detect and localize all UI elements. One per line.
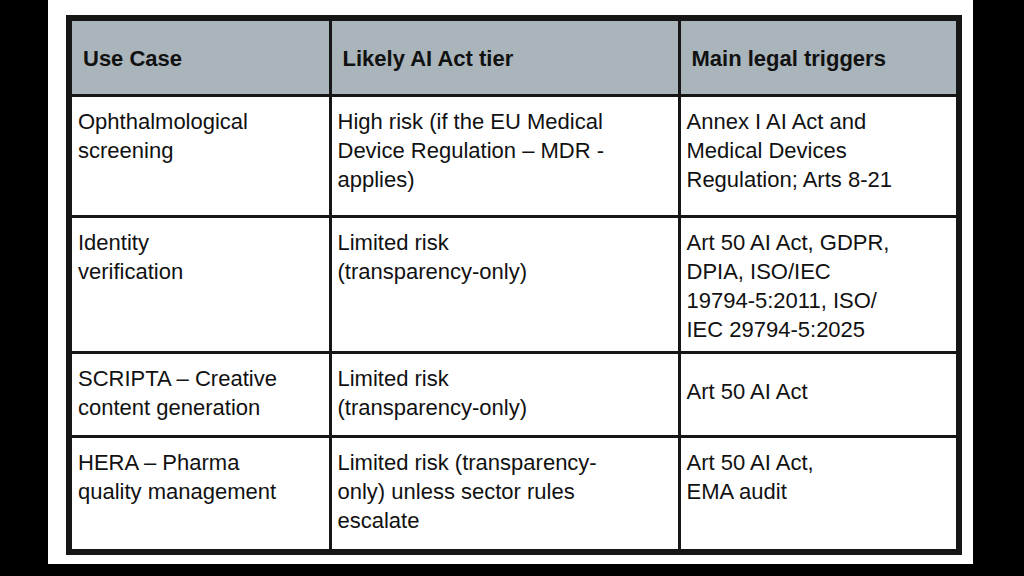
document-canvas: Use Case Likely AI Act tier Main legal t… xyxy=(48,0,973,564)
letterbox-stage: Use Case Likely AI Act tier Main legal t… xyxy=(0,0,1024,576)
cell-legal-triggers: Art 50 AI Act, GDPR, DPIA, ISO/IEC 19794… xyxy=(679,216,959,352)
cell-risk-tier: Limited risk (transparency- only) unless… xyxy=(330,436,679,552)
table-row-ophthalmological: Ophthalmological screening High risk (if… xyxy=(69,95,959,216)
cell-risk-tier: Limited risk (transparency-only) xyxy=(330,216,679,352)
cell-risk-tier: Limited risk (transparency-only) xyxy=(330,352,679,436)
table-row-hera: HERA – Pharma quality management Limited… xyxy=(69,436,959,552)
cell-use-case: Ophthalmological screening xyxy=(69,95,330,216)
cell-risk-tier: High risk (if the EU Medical Device Regu… xyxy=(330,95,679,216)
table-header-row: Use Case Likely AI Act tier Main legal t… xyxy=(69,18,959,95)
cell-use-case: HERA – Pharma quality management xyxy=(69,436,330,552)
cell-legal-triggers: Annex I AI Act and Medical Devices Regul… xyxy=(679,95,959,216)
cell-legal-triggers: Art 50 AI Act xyxy=(679,352,959,436)
cell-use-case: Identity verification xyxy=(69,216,330,352)
cell-legal-triggers: Art 50 AI Act, EMA audit xyxy=(679,436,959,552)
ai-act-risk-table: Use Case Likely AI Act tier Main legal t… xyxy=(66,15,962,555)
table-row-identity-verification: Identity verification Limited risk (tran… xyxy=(69,216,959,352)
column-header-ai-act-tier: Likely AI Act tier xyxy=(330,18,679,95)
cell-use-case: SCRIPTA – Creative content generation xyxy=(69,352,330,436)
column-header-use-case: Use Case xyxy=(69,18,330,95)
column-header-legal-triggers: Main legal triggers xyxy=(679,18,959,95)
table-row-scripta: SCRIPTA – Creative content generation Li… xyxy=(69,352,959,436)
